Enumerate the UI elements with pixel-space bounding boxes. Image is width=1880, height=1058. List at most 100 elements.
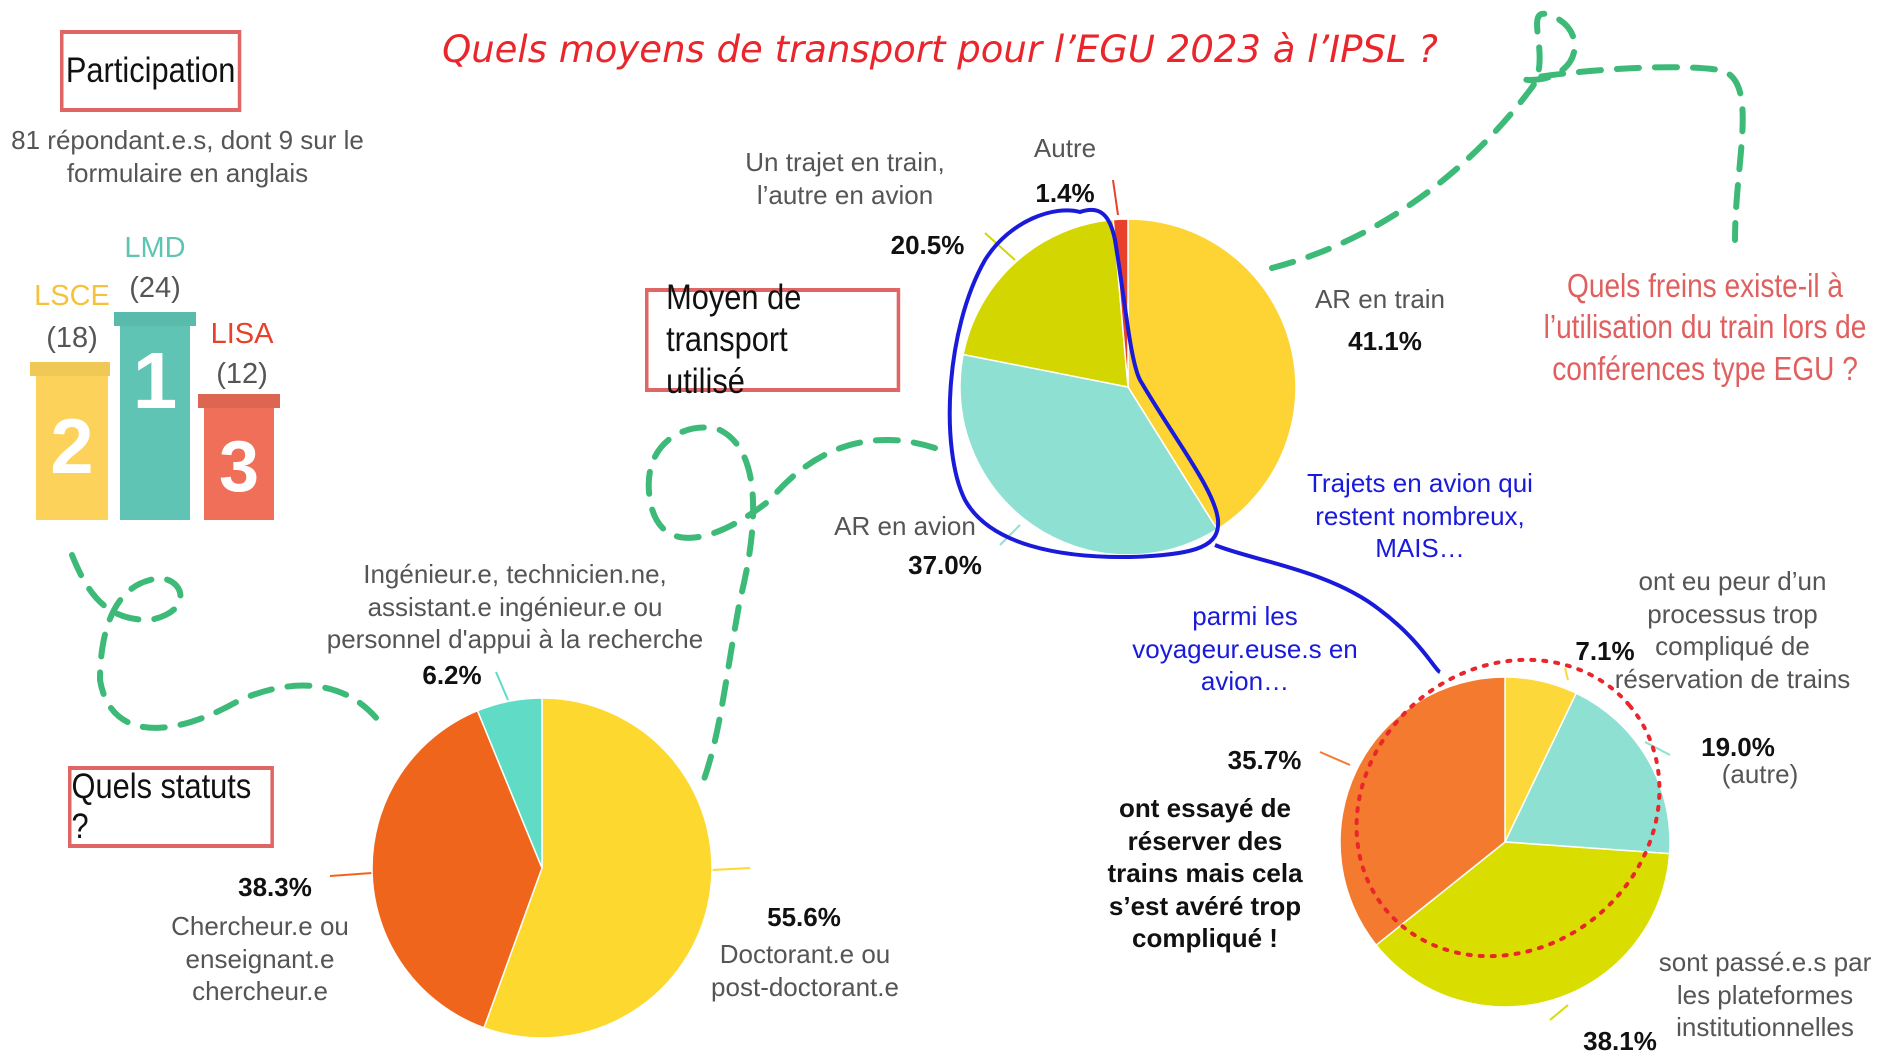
leader-38pct — [1549, 1004, 1569, 1021]
pie0-pct-ar-train: 41.1% — [1348, 326, 1422, 356]
pie2-label-essaye-l3: trains mais cela — [1107, 858, 1303, 888]
pie1-slice-1 — [371, 709, 543, 1029]
pie2-label-essaye-l1: ont essayé de — [1119, 793, 1291, 823]
leader-19pct — [1644, 741, 1671, 756]
pie0-label-ar-avion: AR en avion — [820, 510, 990, 543]
pie2-label-peur-l3: compliqué de — [1655, 631, 1810, 661]
pie-freins — [1339, 676, 1671, 1008]
pie2-label-peur: ont eu peur d’un processus trop compliqu… — [1600, 565, 1865, 695]
pie2-label-plateformes-l3: institutionnelles — [1676, 1012, 1854, 1042]
freins-line2: l’utilisation du train lors de — [1543, 308, 1867, 346]
transport-box-line2: utilisé — [666, 362, 745, 401]
dashed-path-top-right — [1269, 10, 1746, 271]
participation-label: Participation — [65, 51, 236, 90]
pie0-pct-ar-avion: 37.0% — [908, 550, 982, 580]
podium-lmd-cap — [114, 312, 196, 326]
dashed-path-center — [645, 424, 938, 793]
page-title: Quels moyens de transport pour l’EGU 202… — [442, 28, 1438, 71]
blue-annotation-2: parmi les voyageur.euse.s en avion… — [1105, 600, 1385, 698]
pie1-label-ingenieur: Ingénieur.e, technicien.ne, assistant.e … — [305, 558, 725, 656]
pie2-label-plateformes-l2: les plateformes — [1676, 979, 1854, 1010]
transport-box: Moyen de transport utilisé — [645, 278, 901, 401]
pie2-label-essaye: ont essayé de réserver des trains mais c… — [1085, 792, 1325, 955]
podium-lmd-block: 1 — [120, 326, 190, 520]
pie0-slice-1 — [959, 353, 1219, 556]
pie1-label-ingenieur-l2: assistant.e ingénieur.e ou — [367, 591, 663, 622]
pie0-label-train-avion: Un trajet en train, l’autre en avion — [720, 146, 970, 211]
leader-357pct — [1319, 751, 1351, 766]
pie0-label-ar-train: AR en train — [1295, 283, 1465, 316]
leader-doctorant — [711, 867, 751, 871]
pie2-label-essaye-l2: réserver des — [1127, 825, 1283, 856]
pie1-label-doctorant: Doctorant.e ou post-doctorant.e — [690, 938, 920, 1003]
leader-7pct — [1564, 667, 1569, 681]
leader-train-avion — [984, 232, 1016, 261]
pie-statuts — [371, 697, 713, 1039]
pie-moyen-transport — [959, 218, 1297, 556]
pie1-pct-ingenieur: 6.2% — [422, 660, 482, 690]
pie0-label-train-avion-l2: l’autre en avion — [756, 179, 934, 210]
pie2-label-peur-l2: processus trop — [1647, 598, 1818, 629]
pie2-pct-plateformes: 38.1% — [1583, 1026, 1657, 1056]
pie2-label-peur-l4: réservation de trains — [1614, 663, 1851, 694]
respondents-line1: 81 répondant.e.s, dont 9 sur le — [11, 125, 364, 155]
pie1-label-doctorant-l2: post-doctorant.e — [711, 971, 899, 1002]
pie0-label-train-avion-l1: Un trajet en train, — [745, 147, 945, 177]
podium-lsce-block: 2 — [36, 376, 108, 520]
blue-outline — [947, 207, 1442, 674]
participation-box: Participation — [60, 30, 242, 112]
podium-lmd-name: LMD — [124, 232, 186, 264]
podium-lisa-cap — [198, 394, 280, 408]
dashed-path-left — [69, 552, 388, 733]
pie1-pct-chercheur: 38.3% — [238, 872, 312, 902]
pie2-label-plateformes-l1: sont passé.e.s par — [1658, 947, 1872, 977]
leader-chercheur — [329, 872, 373, 877]
pie2-label-essaye-l5: compliqué ! — [1132, 923, 1278, 953]
pie0-label-ar-train-l1: AR en train — [1314, 284, 1446, 314]
blue1-line1: Trajets en avion qui — [1307, 468, 1533, 498]
pie2-label-plateformes: sont passé.e.s par les plateformes insti… — [1650, 946, 1880, 1044]
pie2-label-essaye-l4: s’est avéré trop — [1108, 890, 1302, 921]
pie2-pct-peur: 7.1% — [1575, 636, 1635, 666]
red-dotted-outline — [1354, 657, 1662, 959]
pie0-label-autre-l1: Autre — [1033, 133, 1097, 163]
pie1-label-chercheur-l3: chercheur.e — [192, 976, 328, 1006]
podium-lsce-count: (18) — [46, 322, 98, 354]
blue2-line1: parmi les — [1192, 601, 1298, 631]
freins-question: Quels freins existe-il à l’utilisation d… — [1544, 265, 1867, 389]
pie2-slice-1 — [1503, 692, 1671, 855]
statuts-box: Quels statuts ? — [68, 766, 274, 848]
pie0-label-ar-avion-l1: AR en avion — [834, 511, 976, 541]
pie1-pct-doctorant: 55.6% — [767, 902, 841, 932]
pie1-slice-0 — [483, 697, 713, 1039]
pie0-label-autre: Autre — [1015, 132, 1115, 165]
podium-lmd-count: (24) — [129, 272, 181, 304]
podium-lsce-name: LSCE — [34, 280, 110, 312]
pie1-label-chercheur-l1: Chercheur.e ou — [171, 911, 349, 941]
respondents-text: 81 répondant.e.s, dont 9 sur le formulai… — [0, 124, 375, 189]
pie0-pct-autre: 1.4% — [1035, 178, 1095, 208]
pie1-label-chercheur-l2: enseignant.e — [185, 943, 335, 974]
pie2-label-autre-l1: (autre) — [1721, 759, 1799, 789]
podium-lisa-block: 3 — [204, 408, 274, 520]
pie2-label-autre: (autre) — [1700, 758, 1820, 791]
blue-annotation-1: Trajets en avion qui restent nombreux, M… — [1270, 467, 1570, 565]
pie1-label-ingenieur-l1: Ingénieur.e, technicien.ne, — [363, 559, 667, 589]
leader-autre — [1112, 179, 1119, 216]
pie2-pct-essaye: 35.7% — [1227, 745, 1302, 775]
podium-lsce-cap — [30, 362, 110, 376]
pie1-slice-2 — [476, 697, 543, 869]
statuts-label: Quels statuts ? — [71, 767, 252, 846]
blue2-line3: avion… — [1200, 666, 1290, 696]
pie0-pct-train-avion: 20.5% — [890, 230, 965, 260]
leader-ingenieur — [495, 671, 509, 701]
pie0-slice-2 — [962, 218, 1129, 388]
podium-lisa-name: LISA — [210, 318, 274, 350]
transport-box-line1: Moyen de transport — [666, 278, 802, 359]
leader-ar-avion — [999, 524, 1021, 546]
pie1-label-doctorant-l1: Doctorant.e ou — [719, 939, 891, 969]
freins-line3: conférences type EGU ? — [1552, 349, 1858, 387]
blue1-line2: restent nombreux, — [1315, 500, 1525, 531]
